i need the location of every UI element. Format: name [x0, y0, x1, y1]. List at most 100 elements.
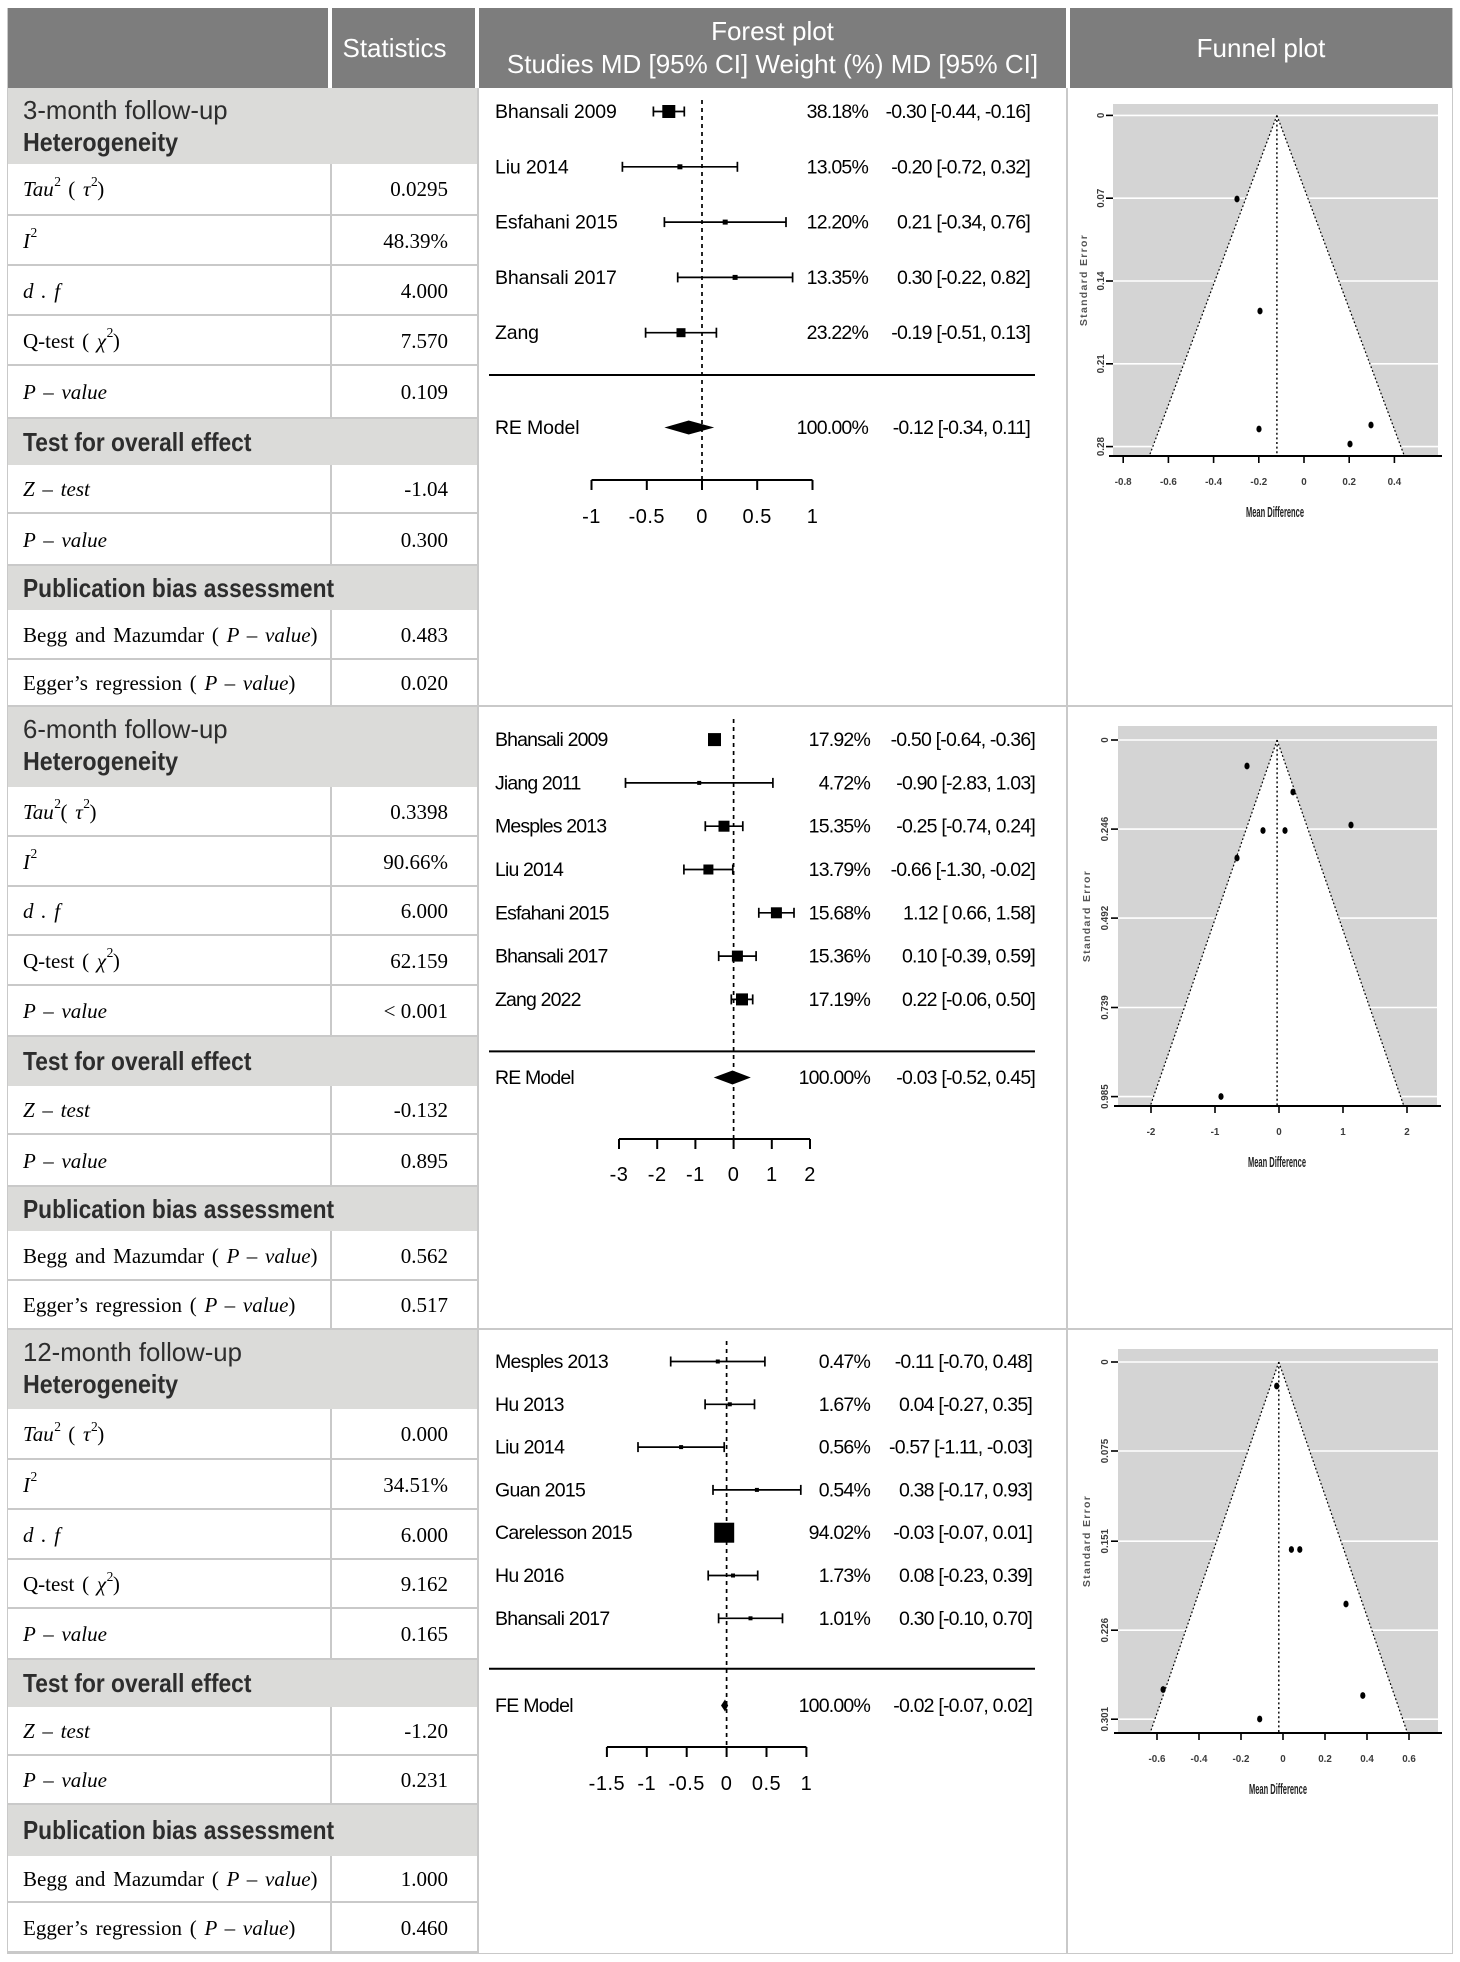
- svg-text:1.01%: 1.01%: [819, 1608, 871, 1630]
- svg-text:0.151: 0.151: [1100, 1528, 1111, 1553]
- svg-text:0.5: 0.5: [743, 506, 772, 528]
- svg-text:Jiang 2011: Jiang 2011: [495, 772, 580, 794]
- svg-text:0.2: 0.2: [1342, 477, 1356, 488]
- svg-text:-0.66 [-1.30, -0.02]: -0.66 [-1.30, -0.02]: [891, 859, 1036, 881]
- svg-text:0: 0: [721, 1773, 733, 1795]
- svg-text:Zang: Zang: [495, 322, 539, 344]
- svg-text:Hu 2016: Hu 2016: [495, 1565, 564, 1587]
- svg-text:Esfahani 2015: Esfahani 2015: [495, 212, 618, 234]
- svg-text:-0.03 [-0.52, 0.45]: -0.03 [-0.52, 0.45]: [896, 1067, 1035, 1089]
- svg-text:0.47%: 0.47%: [819, 1351, 871, 1373]
- svg-text:-1: -1: [637, 1773, 656, 1795]
- svg-text:100.00%: 100.00%: [799, 1695, 871, 1717]
- svg-text:0.10 [-0.39, 0.59]: 0.10 [-0.39, 0.59]: [902, 946, 1035, 968]
- svg-text:-0.8: -0.8: [1115, 477, 1132, 488]
- svg-text:Mesples 2013: Mesples 2013: [495, 1351, 608, 1373]
- svg-text:0: 0: [1096, 112, 1107, 118]
- svg-text:Guan 2015: Guan 2015: [495, 1479, 586, 1501]
- svg-text:0.5: 0.5: [752, 1773, 781, 1795]
- svg-text:2: 2: [804, 1164, 816, 1186]
- svg-text:-1: -1: [582, 506, 601, 528]
- svg-text:Hu 2013: Hu 2013: [495, 1394, 564, 1416]
- svg-text:0.56%: 0.56%: [819, 1437, 871, 1459]
- svg-text:-1.5: -1.5: [589, 1773, 625, 1795]
- svg-text:Standard Error: Standard Error: [1081, 1495, 1093, 1587]
- svg-text:Liu 2014: Liu 2014: [495, 859, 564, 881]
- svg-text:0.07: 0.07: [1096, 188, 1107, 208]
- svg-text:FE Model: FE Model: [495, 1695, 573, 1717]
- svg-text:38.18%: 38.18%: [807, 101, 869, 123]
- svg-text:13.35%: 13.35%: [807, 267, 869, 289]
- svg-text:0.21: 0.21: [1096, 354, 1107, 374]
- svg-text:0.075: 0.075: [1100, 1438, 1111, 1463]
- svg-text:0.38 [-0.17, 0.93]: 0.38 [-0.17, 0.93]: [899, 1479, 1032, 1501]
- svg-text:0.54%: 0.54%: [819, 1479, 871, 1501]
- svg-text:0.14: 0.14: [1096, 271, 1107, 291]
- svg-text:1: 1: [801, 1773, 813, 1795]
- svg-text:-0.50 [-0.64, -0.36]: -0.50 [-0.64, -0.36]: [891, 729, 1036, 751]
- svg-text:Mesples 2013: Mesples 2013: [495, 816, 606, 838]
- svg-text:15.36%: 15.36%: [809, 946, 871, 968]
- svg-text:4.72%: 4.72%: [819, 772, 871, 794]
- svg-text:-0.03 [-0.07, 0.01]: -0.03 [-0.07, 0.01]: [893, 1522, 1032, 1544]
- svg-text:RE Model: RE Model: [495, 1067, 574, 1089]
- svg-text:-0.2: -0.2: [1233, 1754, 1250, 1765]
- svg-text:-0.6: -0.6: [1149, 1754, 1166, 1765]
- svg-text:1: 1: [807, 506, 819, 528]
- svg-text:0.246: 0.246: [1100, 816, 1111, 841]
- svg-text:Bhansali 2017: Bhansali 2017: [495, 1608, 610, 1630]
- svg-text:-0.2: -0.2: [1250, 477, 1267, 488]
- svg-text:1: 1: [1340, 1127, 1346, 1138]
- svg-text:-0.5: -0.5: [668, 1773, 704, 1795]
- svg-text:1.73%: 1.73%: [819, 1565, 871, 1587]
- svg-text:100.00%: 100.00%: [797, 417, 869, 439]
- svg-text:-1: -1: [1211, 1127, 1220, 1138]
- svg-text:Carelesson 2015: Carelesson 2015: [495, 1522, 633, 1544]
- svg-text:2: 2: [1404, 1127, 1410, 1138]
- svg-text:0: 0: [728, 1164, 740, 1186]
- svg-text:0.6: 0.6: [1402, 1754, 1416, 1765]
- svg-text:-0.90 [-2.83, 1.03]: -0.90 [-2.83, 1.03]: [896, 772, 1035, 794]
- svg-text:Standard Error: Standard Error: [1081, 870, 1093, 962]
- svg-text:13.79%: 13.79%: [809, 859, 871, 881]
- svg-text:0.30 [-0.10, 0.70]: 0.30 [-0.10, 0.70]: [899, 1608, 1032, 1630]
- svg-text:0.30 [-0.22, 0.82]: 0.30 [-0.22, 0.82]: [897, 267, 1030, 289]
- svg-text:-0.30 [-0.44, -0.16]: -0.30 [-0.44, -0.16]: [886, 101, 1031, 123]
- svg-text:Mean Difference: Mean Difference: [1249, 1782, 1307, 1798]
- svg-text:0: 0: [696, 506, 708, 528]
- svg-text:94.02%: 94.02%: [809, 1522, 871, 1544]
- svg-text:-0.6: -0.6: [1160, 477, 1177, 488]
- svg-text:0.739: 0.739: [1100, 995, 1111, 1020]
- svg-text:0: 0: [1301, 477, 1307, 488]
- svg-text:Mean Difference: Mean Difference: [1248, 1155, 1306, 1171]
- svg-text:13.05%: 13.05%: [807, 156, 869, 178]
- svg-text:-0.19 [-0.51, 0.13]: -0.19 [-0.51, 0.13]: [891, 322, 1030, 344]
- svg-text:Bhansali 2017: Bhansali 2017: [495, 267, 617, 289]
- svg-text:0.301: 0.301: [1100, 1706, 1111, 1731]
- svg-text:-0.4: -0.4: [1205, 477, 1222, 488]
- svg-text:0.04 [-0.27, 0.35]: 0.04 [-0.27, 0.35]: [899, 1394, 1032, 1416]
- svg-text:15.68%: 15.68%: [809, 902, 871, 924]
- svg-text:-0.57 [-1.11, -0.03]: -0.57 [-1.11, -0.03]: [889, 1437, 1032, 1459]
- svg-text:100.00%: 100.00%: [799, 1067, 871, 1089]
- svg-text:23.22%: 23.22%: [807, 322, 869, 344]
- svg-text:Bhansali 2017: Bhansali 2017: [495, 946, 608, 968]
- svg-text:-0.5: -0.5: [629, 506, 665, 528]
- svg-text:0.21 [-0.34, 0.76]: 0.21 [-0.34, 0.76]: [897, 212, 1030, 234]
- svg-text:Bhansali 2009: Bhansali 2009: [495, 101, 617, 123]
- svg-text:0.22 [-0.06, 0.50]: 0.22 [-0.06, 0.50]: [902, 989, 1035, 1011]
- svg-text:0.492: 0.492: [1100, 905, 1111, 930]
- svg-text:-3: -3: [610, 1164, 629, 1186]
- svg-text:0.08 [-0.23, 0.39]: 0.08 [-0.23, 0.39]: [899, 1565, 1032, 1587]
- svg-text:Bhansali 2009: Bhansali 2009: [495, 729, 608, 751]
- svg-text:-1: -1: [686, 1164, 705, 1186]
- svg-text:-0.12 [-0.34, 0.11]: -0.12 [-0.34, 0.11]: [893, 417, 1031, 439]
- svg-text:-0.02 [-0.07, 0.02]: -0.02 [-0.07, 0.02]: [893, 1695, 1032, 1717]
- svg-text:-2: -2: [1147, 1127, 1156, 1138]
- svg-text:0.28: 0.28: [1096, 437, 1107, 457]
- svg-text:-0.20 [-0.72, 0.32]: -0.20 [-0.72, 0.32]: [891, 156, 1030, 178]
- svg-text:0: 0: [1276, 1127, 1282, 1138]
- svg-text:1.67%: 1.67%: [819, 1394, 871, 1416]
- svg-text:0.4: 0.4: [1360, 1754, 1374, 1765]
- svg-text:0.985: 0.985: [1100, 1084, 1111, 1109]
